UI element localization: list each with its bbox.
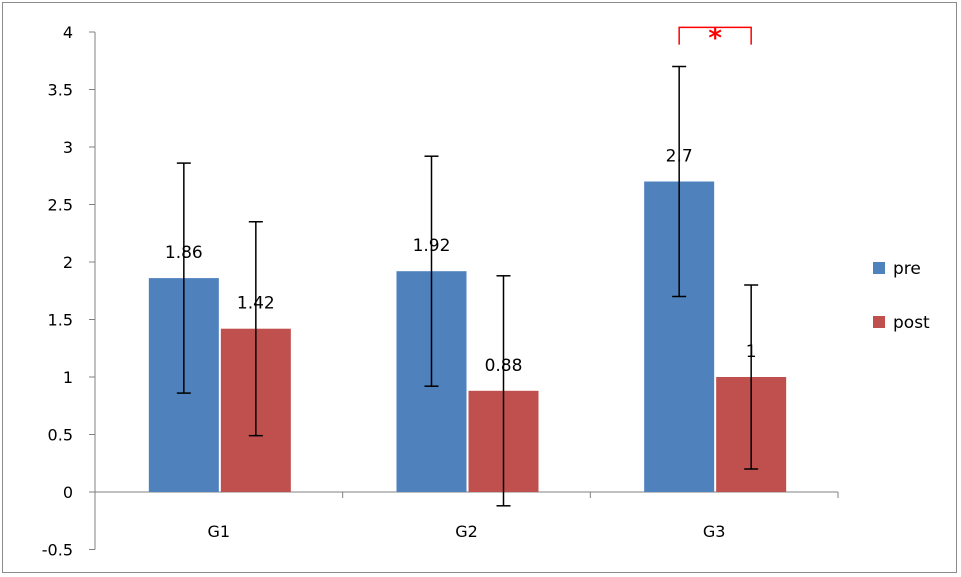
x-tick-label: G1 [208, 522, 231, 541]
x-tick-label: G2 [455, 522, 478, 541]
legend: pre post [873, 259, 930, 333]
data-label-pre-G2: 1.92 [413, 236, 451, 256]
legend-label-post: post [893, 313, 930, 333]
y-tick-label: 2.5 [48, 196, 73, 215]
significance-annotation: * [678, 23, 752, 53]
significance-bracket [678, 26, 752, 45]
y-tick-label: 3.5 [48, 81, 73, 100]
significance-asterisk: * [708, 23, 722, 53]
error-bars [176, 65, 759, 507]
legend-label-pre: pre [893, 259, 921, 279]
legend-swatch-post [873, 316, 885, 328]
data-label-pre-G1: 1.86 [165, 243, 203, 263]
x-axis: G1 G2 G3 [94, 491, 839, 541]
y-tick-label: 4 [63, 23, 73, 42]
y-tick-label: 1.5 [48, 311, 73, 330]
y-tick-label: 3 [63, 138, 73, 157]
bars [148, 181, 787, 492]
y-tick-label: 2 [63, 253, 73, 272]
data-label-post-G1: 1.42 [237, 294, 275, 314]
y-tick-label: 1 [63, 368, 73, 387]
y-tick-label: 0.5 [48, 426, 73, 445]
data-labels: 1.86 1.42 1.92 0.88 2.7 1 [165, 147, 757, 376]
data-label-post-G2: 0.88 [485, 356, 523, 376]
legend-swatch-pre [873, 262, 885, 274]
data-label-pre-G3: 2.7 [666, 147, 693, 167]
x-tick-label: G3 [703, 522, 726, 541]
y-tick-label: 0 [63, 483, 73, 502]
y-axis: -0.5 0 0.5 1 1.5 2 2.5 3 3.5 4 [42, 23, 96, 560]
data-label-post-G3: 1 [746, 342, 757, 362]
y-tick-label: -0.5 [42, 541, 73, 560]
